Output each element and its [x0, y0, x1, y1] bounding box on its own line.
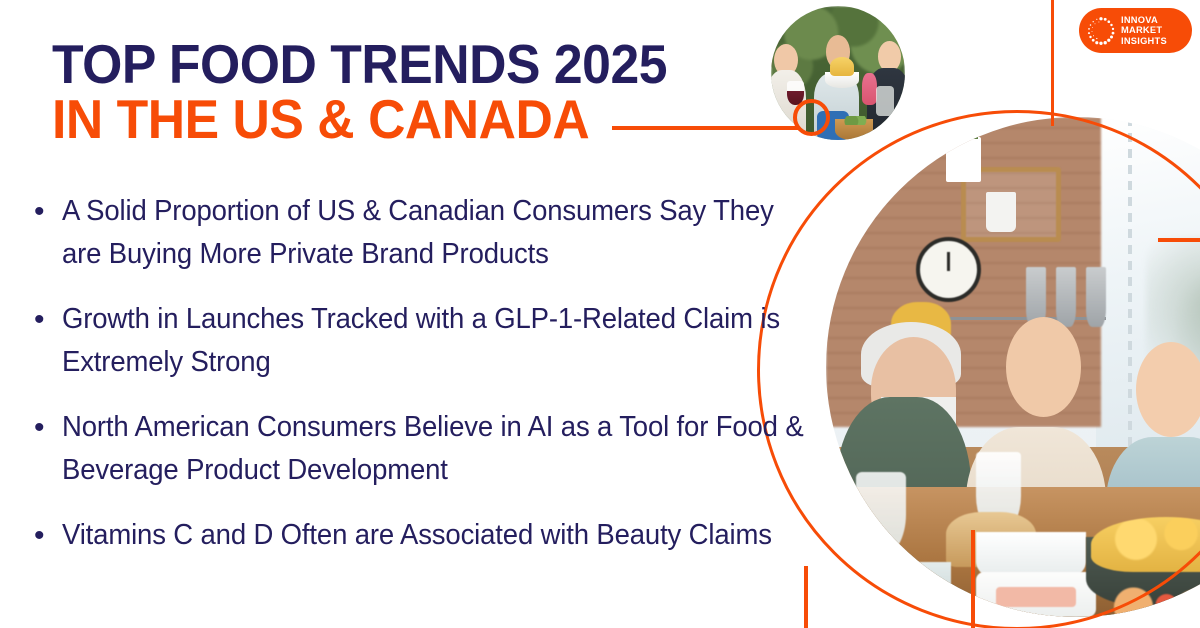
logo-wordmark: INNOVA MARKET INSIGHTS	[1121, 15, 1167, 46]
logo-line-1: INNOVA	[1121, 14, 1158, 25]
list-item-label: Growth in Launches Tracked with a GLP-1-…	[62, 303, 780, 378]
list-item-label: A Solid Proportion of US & Canadian Cons…	[62, 195, 774, 270]
decorative-vertical-line-bottom-left	[804, 566, 808, 628]
list-item: • North American Consumers Believe in AI…	[28, 406, 844, 492]
title-connector-line	[612, 126, 812, 130]
title-line-secondary: IN THE US & CANADA	[52, 88, 590, 150]
bullet-marker-icon: •	[34, 195, 45, 228]
bullet-marker-icon: •	[34, 411, 45, 444]
decorative-horizontal-line-right	[1158, 238, 1200, 242]
bullet-marker-icon: •	[34, 303, 45, 336]
list-item: • Growth in Launches Tracked with a GLP-…	[28, 298, 844, 384]
list-item: • A Solid Proportion of US & Canadian Co…	[28, 190, 844, 276]
list-item-label: Vitamins C and D Often are Associated wi…	[62, 519, 772, 551]
logo-line-2: MARKET	[1121, 25, 1163, 36]
list-item: • Vitamins C and D Often are Associated …	[28, 514, 844, 557]
bullet-marker-icon: •	[34, 519, 45, 552]
logo-line-3: INSIGHTS	[1121, 35, 1167, 46]
friends-eating-photo	[771, 6, 905, 140]
decorative-vertical-line-bottom-right	[971, 530, 975, 628]
decorative-small-ring	[793, 99, 830, 136]
trend-bullet-list: • A Solid Proportion of US & Canadian Co…	[28, 190, 844, 579]
decorative-vertical-line-top	[1051, 0, 1054, 126]
innova-market-insights-logo[interactable]: INNOVA MARKET INSIGHTS	[1079, 8, 1192, 53]
innova-dot-ring-icon	[1087, 16, 1115, 45]
page-title: TOP FOOD TRENDS 2025 IN THE US & CANADA	[52, 33, 706, 150]
title-line-primary: TOP FOOD TRENDS 2025	[52, 33, 668, 95]
list-item-label: North American Consumers Believe in AI a…	[62, 411, 804, 486]
